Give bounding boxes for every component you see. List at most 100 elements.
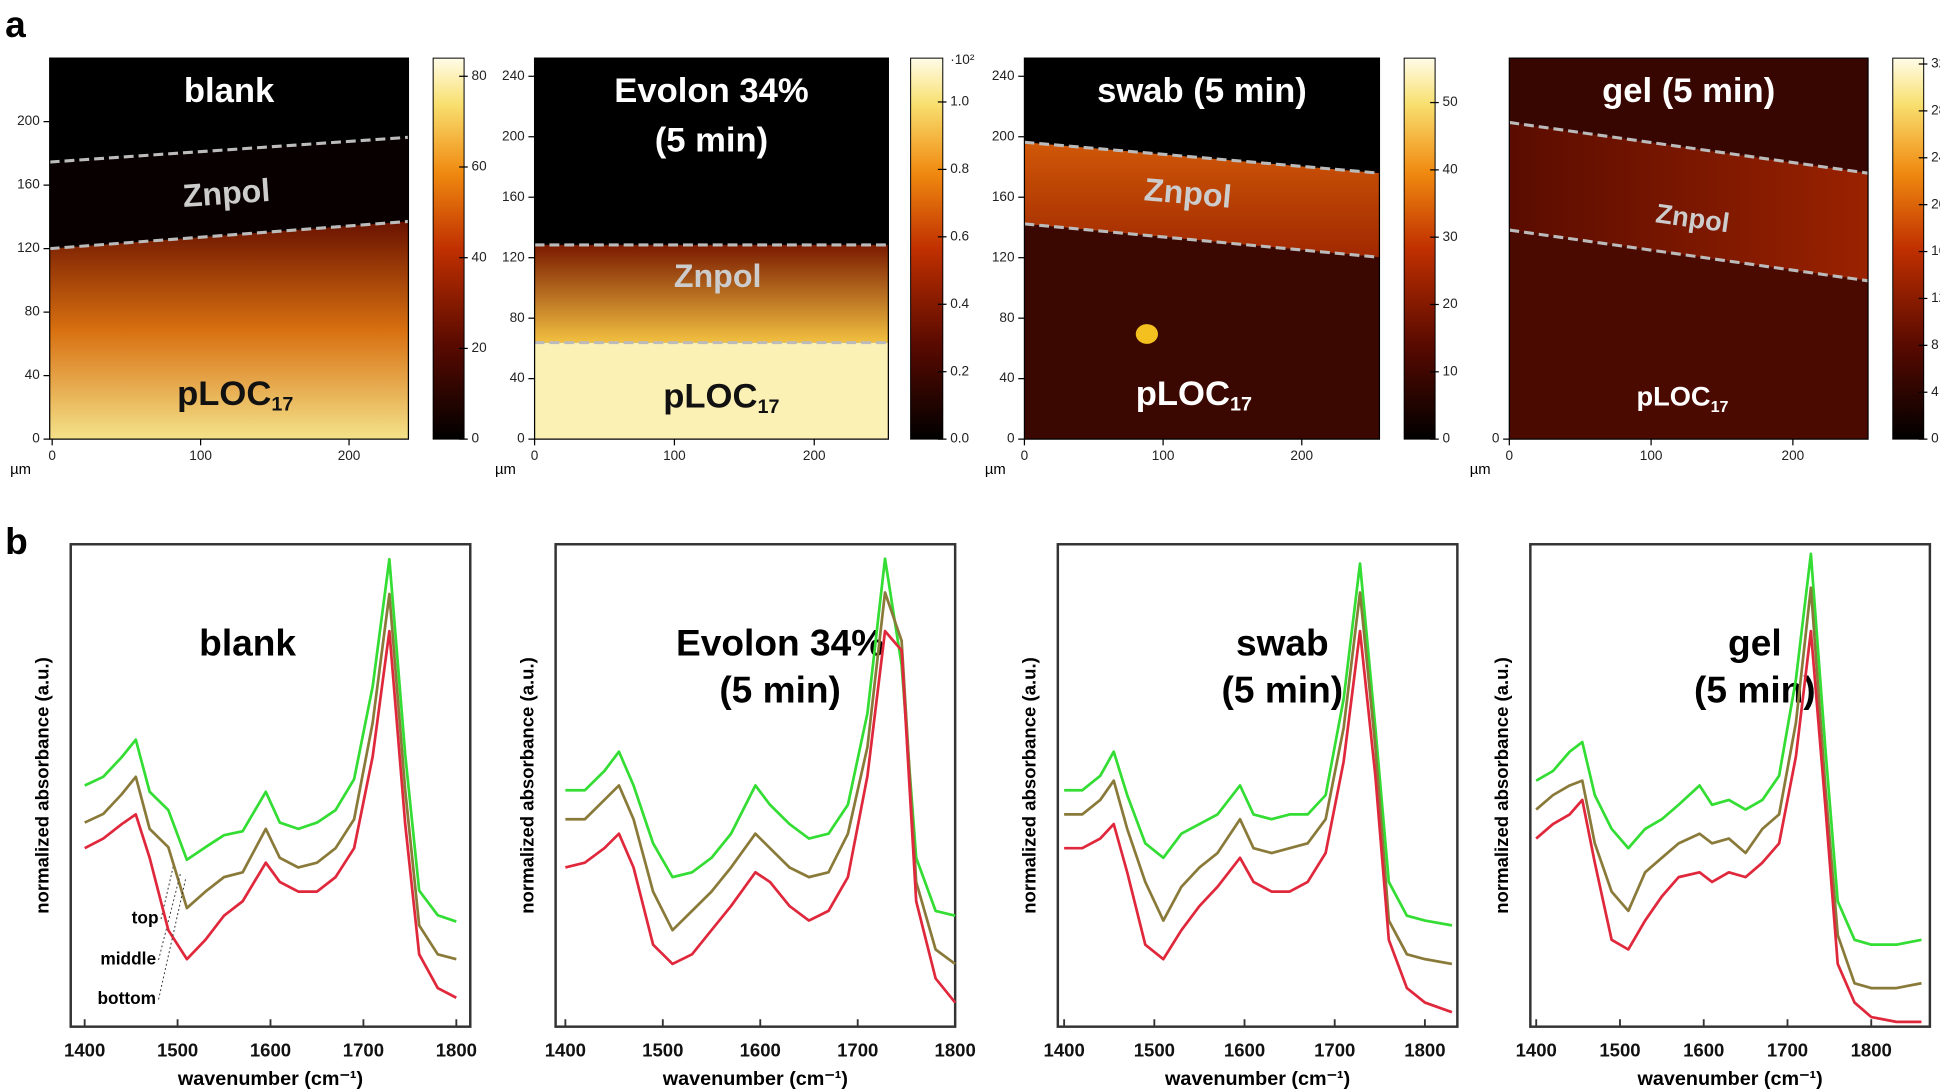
layer-label: Znpol [182,172,272,214]
chart-title: blank [199,621,296,663]
y-tick-label: 80 [999,310,1015,325]
colorbar-tick-label: 0 [1931,431,1939,446]
colorbar-tick-label: 28 [1931,102,1940,117]
x-tick-label: 0 [531,448,539,463]
x-tick-label: 0 [1506,448,1514,463]
colorbar [910,57,944,440]
substrate-label: pLOC17 [663,377,779,418]
spectrum-line [565,629,957,1004]
y-tick-label: 200 [17,113,40,128]
x-tick-label: 1600 [1683,1039,1724,1060]
substrate-subscript: 17 [271,394,293,416]
x-tick-label: 1700 [343,1039,384,1060]
spectrum-line [84,629,457,999]
heatmap-substrate [1509,230,1869,440]
spectrum-line [1535,629,1922,1024]
spectrum-line [84,557,457,923]
colorbar-tick-label: 60 [472,159,488,174]
layer-label: Znpol [1143,171,1233,214]
colorbar-tick-label: 24 [1931,149,1940,164]
x-tick-label: 1800 [935,1039,976,1060]
legend-leader [158,878,187,1000]
heatmap-spot [1135,324,1159,344]
heatmap-layer [534,244,889,343]
map-title: Evolon 34% [614,72,808,110]
y-tick-label: 120 [17,240,40,255]
layer-boundary [1024,140,1380,175]
x-tick-label: 200 [338,448,361,463]
axis-unit: µm [10,462,31,478]
map-title: swab (5 min) [1097,72,1307,110]
layer-boundary [49,219,409,251]
colorbar-tick-label: 4 [1931,384,1939,399]
colorbar-tick-label: 30 [1443,229,1459,244]
axis-unit: µm [1470,462,1491,478]
substrate-subscript: 17 [1711,398,1729,416]
substrate-name: pLOC [1637,380,1711,411]
y-tick-label: 240 [992,68,1015,83]
substrate-name: pLOC [663,377,757,415]
chart-title: gel [1728,621,1782,663]
legend-label: bottom [97,988,156,1008]
y-tick-label: 200 [502,128,525,143]
y-tick-label: 80 [510,310,526,325]
colorbar-tick-label: 16 [1931,243,1940,258]
y-tick-label: 160 [17,177,40,192]
chart-title: (5 min) [719,668,841,710]
x-tick-label: 100 [1152,448,1175,463]
spectrum-line [1064,562,1453,927]
y-tick-label: 40 [510,370,526,385]
x-axis-label: wavenumber (cm⁻¹) [1637,1068,1823,1090]
layer-label: Znpol [674,258,762,294]
chart-title: Evolon 34% [676,621,884,663]
colorbar-tick-label: 10 [1443,363,1459,378]
x-tick-label: 1800 [1851,1039,1892,1060]
colorbar-tick-label: 0.8 [950,161,969,176]
x-axis-label: wavenumber (cm⁻¹) [662,1068,848,1090]
x-tick-label: 1800 [1404,1039,1445,1060]
x-tick-label: 1400 [1044,1039,1085,1060]
layer-boundary [49,135,409,164]
substrate-subscript: 17 [757,396,779,418]
spectrum-line [1535,552,1922,947]
y-tick-label: 0 [1492,431,1500,446]
x-tick-label: 1600 [740,1039,781,1060]
colorbar-tick-label: 20 [1443,296,1459,311]
y-axis-label: normalized absorbance (a.u.) [1491,657,1512,914]
x-tick-label: 1800 [436,1039,477,1060]
axis-unit: µm [985,462,1006,478]
plot-frame [554,543,957,1028]
legend-label: top [132,908,159,928]
x-tick-label: 1700 [837,1039,878,1060]
y-tick-label: 40 [999,370,1015,385]
y-tick-label: 40 [25,367,41,382]
x-tick-label: 1500 [157,1039,198,1060]
y-tick-label: 120 [992,249,1015,264]
colorbar-tick-label: 0 [472,431,480,446]
substrate-label: pLOC17 [1637,380,1729,416]
y-tick-label: 200 [992,128,1015,143]
chart-title: (5 min) [1222,668,1344,710]
map-frame [1023,57,1381,440]
x-tick-label: 1400 [545,1039,586,1060]
y-tick-label: 160 [502,189,525,204]
heatmap-layer [1024,142,1380,258]
y-tick-label: 120 [502,249,525,264]
map-title: (5 min) [655,121,768,159]
substrate-name: pLOC [177,375,271,413]
layer-boundary [1509,120,1869,175]
x-tick-label: 200 [1290,448,1313,463]
y-tick-label: 240 [502,68,525,83]
plot-frame [1529,543,1932,1028]
x-tick-label: 1700 [1767,1039,1808,1060]
panel-label: b [5,520,28,562]
x-tick-label: 100 [189,448,212,463]
x-tick-label: 100 [1640,448,1663,463]
y-tick-label: 160 [992,189,1015,204]
colorbar-tick-label: 50 [1443,94,1459,109]
x-tick-label: 1700 [1314,1039,1355,1060]
x-tick-label: 1600 [250,1039,291,1060]
y-tick-label: 80 [25,304,41,319]
x-tick-label: 0 [1021,448,1029,463]
